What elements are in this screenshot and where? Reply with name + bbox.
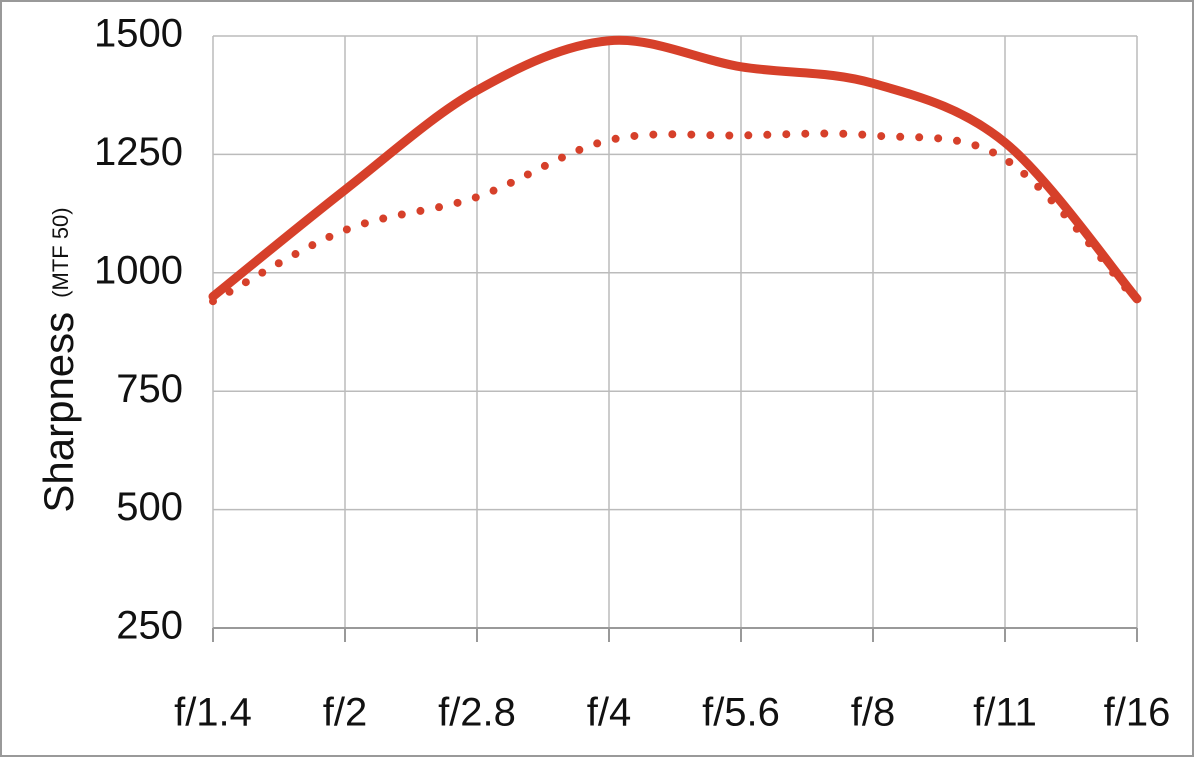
x-tick-label: f/1.4 xyxy=(174,691,252,735)
x-tick-label: f/5.6 xyxy=(702,691,780,735)
y-tick-label: 1500 xyxy=(94,12,183,56)
y-label: Sharpness xyxy=(35,312,82,513)
y-tick-label: 250 xyxy=(116,604,183,648)
x-tick-label: f/2.8 xyxy=(438,691,516,735)
series-line xyxy=(208,35,1142,304)
y-tick-label: 1000 xyxy=(94,248,183,292)
y-label-unit: (MTF 50) xyxy=(48,207,73,297)
x-tick-label: f/16 xyxy=(1104,691,1171,735)
x-tick-label: f/8 xyxy=(851,691,895,735)
x-tick-label: f/2 xyxy=(323,691,367,735)
y-tick-label: 500 xyxy=(116,485,183,529)
y-tick-label: 1250 xyxy=(94,130,183,174)
y-tick-label: 750 xyxy=(116,367,183,411)
x-tick-label: f/4 xyxy=(587,691,631,735)
x-tick-label: f/11 xyxy=(973,691,1037,735)
y-axis-label: Sharpness (MTF 50) xyxy=(35,207,82,512)
